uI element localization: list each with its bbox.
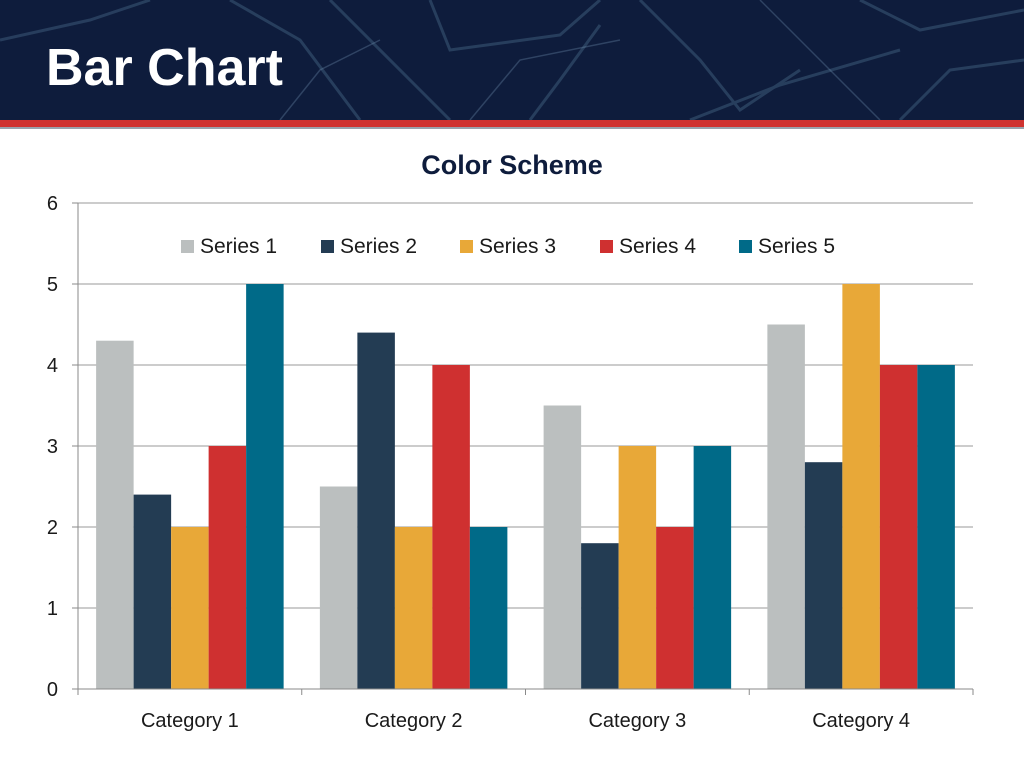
legend-label: Series 2 [340, 235, 417, 258]
legend-label: Series 5 [758, 235, 835, 258]
header-divider-line [0, 127, 1024, 129]
legend-label: Series 1 [200, 235, 277, 258]
bar-5-1 [246, 284, 284, 689]
bar-2-1 [133, 494, 172, 689]
legend-swatch [600, 240, 613, 253]
bar-4-1 [208, 446, 247, 689]
y-tick-label: 6 [47, 193, 58, 215]
bar-4-4 [879, 365, 918, 689]
bars [96, 284, 955, 689]
bar-4-3 [656, 527, 694, 689]
x-category-label: Category 4 [812, 710, 910, 732]
legend-swatch [460, 240, 473, 253]
y-tick-label: 4 [47, 355, 58, 377]
bar-2-4 [804, 462, 843, 689]
axes: 0 1 2 3 4 5 6 Category 1 Category 2 Category 3 Cat… [47, 193, 974, 732]
bar-3-3 [618, 446, 657, 689]
header-accent-bar [0, 120, 1024, 127]
x-category-label: Category 2 [365, 710, 463, 732]
y-tick-label: 1 [47, 598, 58, 620]
slide-title: Bar Chart [46, 39, 283, 97]
x-category-label: Category 3 [588, 710, 686, 732]
bar-1-4 [767, 324, 805, 689]
bar-1-2 [319, 486, 358, 689]
circuit-pattern-decoration [0, 0, 1024, 120]
legend: Series 1 Series 2 Series 3 Series 4 Series 5 [181, 235, 835, 258]
bar-3-1 [171, 527, 209, 689]
y-tick-label: 5 [47, 274, 58, 296]
legend-swatch [739, 240, 752, 253]
bar-2-3 [581, 543, 619, 689]
y-tick-label: 2 [47, 517, 58, 539]
bar-1-1 [96, 340, 134, 689]
legend-label: Series 4 [619, 235, 696, 258]
y-tick-label: 0 [47, 679, 58, 701]
legend-swatch [181, 240, 194, 253]
y-tick-label: 3 [47, 436, 58, 458]
bar-2-2 [357, 332, 395, 689]
bar-4-2 [432, 365, 470, 689]
bar-3-2 [394, 527, 433, 689]
bar-5-2 [469, 527, 508, 689]
legend-label: Series 3 [479, 235, 556, 258]
bar-5-3 [693, 446, 732, 689]
bar-5-4 [917, 365, 955, 689]
bar-3-4 [842, 284, 880, 689]
legend-swatch [321, 240, 334, 253]
bar-1-3 [543, 405, 582, 689]
x-category-label: Category 1 [141, 710, 239, 732]
slide-header: Bar Chart [0, 0, 1024, 120]
bar-chart: Color Scheme 0 1 2 3 4 5 6 Category 1 Category 2… [47, 150, 974, 732]
chart-title: Color Scheme [421, 150, 603, 180]
